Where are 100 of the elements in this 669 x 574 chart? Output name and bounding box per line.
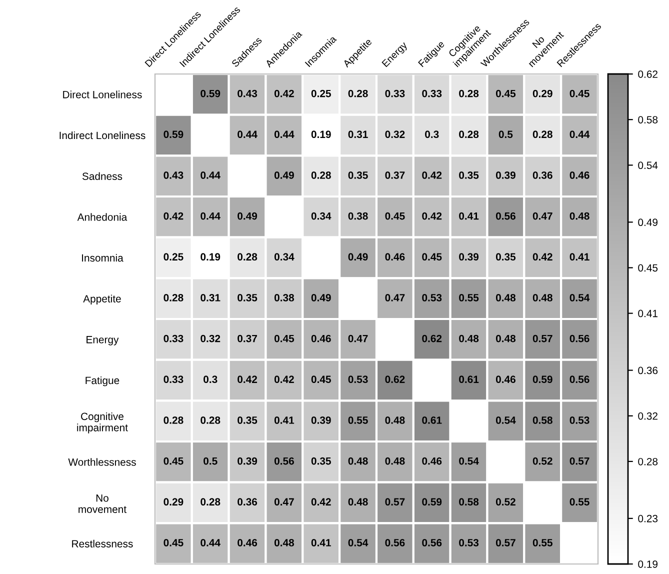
data-label: 0.45 <box>164 539 184 546</box>
data-label: 0.42 <box>532 253 552 261</box>
data-label: 0.59 <box>422 498 442 506</box>
data-label: 0.25 <box>164 253 184 261</box>
data-label: 0.52 <box>496 498 516 506</box>
data-label: 0.5 <box>204 457 218 465</box>
data-label: 0.37 <box>385 172 405 179</box>
data-label: 0.33 <box>164 376 184 384</box>
y-tick-label: Indirect Loneliness <box>60 131 146 140</box>
data-label: 0.55 <box>459 294 479 302</box>
data-label: 0.19 <box>311 130 331 138</box>
data-label: 0.45 <box>311 376 331 384</box>
color-bar-label: 0.54 <box>638 162 658 170</box>
y-tick-label: Fatigue <box>86 376 120 386</box>
data-label: 0.49 <box>311 294 331 302</box>
data-label: 0.34 <box>274 253 294 261</box>
data-label: 0.32 <box>385 130 405 138</box>
data-label: 0.61 <box>422 416 442 424</box>
data-label: 0.37 <box>238 334 257 342</box>
data-label: 0.54 <box>570 294 590 302</box>
data-label: 0.28 <box>459 90 479 98</box>
data-label: 0.48 <box>385 416 405 424</box>
data-label: 0.49 <box>348 253 368 261</box>
y-tick-label: Restlessness <box>72 540 133 548</box>
data-label: 0.47 <box>274 498 294 506</box>
data-label: 0.61 <box>459 376 479 384</box>
y-tick-label: Worthlessness <box>68 458 136 466</box>
data-label: 0.28 <box>348 90 368 98</box>
data-label: 0.57 <box>570 457 590 465</box>
data-label: 0.36 <box>238 498 258 506</box>
data-label: 0.58 <box>459 498 479 506</box>
data-label: 0.28 <box>200 416 220 424</box>
data-label: 0.41 <box>459 212 479 220</box>
data-label: 0.33 <box>422 90 442 98</box>
data-label: 0.35 <box>311 457 331 465</box>
data-label: 0.56 <box>385 539 405 546</box>
data-label: 0.56 <box>570 334 590 342</box>
data-label: 0.42 <box>238 376 258 384</box>
data-label: 0.48 <box>532 294 552 302</box>
data-label: 0.42 <box>311 498 331 506</box>
data-label: 0.44 <box>274 130 294 138</box>
data-label: 0.33 <box>164 334 184 342</box>
data-label: 0.57 <box>496 539 516 546</box>
data-label: 0.57 <box>385 498 405 506</box>
data-label: 0.53 <box>422 294 442 302</box>
data-label: 0.48 <box>496 334 516 342</box>
data-label: 0.49 <box>274 172 294 179</box>
y-tick-label: Anhedonia <box>77 213 128 221</box>
data-label: 0.54 <box>459 457 479 465</box>
data-label: 0.35 <box>496 253 516 261</box>
y-tick-label: No movement <box>78 494 126 513</box>
data-label: 0.58 <box>532 416 552 424</box>
data-label: 0.48 <box>348 457 368 465</box>
data-label: 0.56 <box>570 376 590 384</box>
data-label: 0.42 <box>164 212 184 220</box>
data-label: 0.29 <box>532 90 552 98</box>
color-bar-label: 0.19 <box>638 560 658 568</box>
data-label: 0.28 <box>532 130 552 138</box>
y-tick-label: Cognitive impairment <box>77 412 128 434</box>
y-tick-label: Energy <box>86 336 119 346</box>
data-label: 0.5 <box>498 130 513 138</box>
data-label: 0.47 <box>532 212 552 220</box>
data-label: 0.45 <box>274 334 294 342</box>
color-bar-label: 0.36 <box>638 366 658 374</box>
data-label: 0.46 <box>496 376 516 384</box>
data-label: 0.47 <box>348 334 368 342</box>
data-label: 0.29 <box>164 498 184 506</box>
data-label: 0.59 <box>164 130 184 138</box>
color-bar-label: 0.41 <box>638 310 658 318</box>
data-label: 0.3 <box>204 376 218 384</box>
data-label: 0.28 <box>238 253 258 261</box>
color-bar-label: 0.62 <box>638 70 658 78</box>
data-label: 0.43 <box>238 90 258 98</box>
data-label: 0.28 <box>164 416 184 424</box>
data-label: 0.28 <box>311 172 331 179</box>
data-label: 0.46 <box>385 253 405 261</box>
data-label: 0.46 <box>238 539 258 546</box>
data-label: 0.38 <box>274 294 294 302</box>
data-label: 0.39 <box>459 253 479 261</box>
data-label: 0.62 <box>385 376 405 384</box>
y-tick-label: Insomnia <box>82 254 124 262</box>
data-label: 0.45 <box>570 90 590 98</box>
data-label: 0.46 <box>422 457 442 465</box>
data-label: 0.48 <box>570 212 590 220</box>
data-label: 0.52 <box>532 457 552 465</box>
color-bar-label: 0.23 <box>638 514 658 522</box>
data-label: 0.42 <box>274 376 294 384</box>
data-label: 0.38 <box>348 212 368 220</box>
data-label: 0.45 <box>422 253 442 261</box>
data-label: 0.47 <box>385 294 405 302</box>
data-label: 0.53 <box>459 539 479 546</box>
data-label: 0.54 <box>348 539 368 546</box>
data-label: 0.49 <box>238 212 258 220</box>
color-bar-label: 0.45 <box>638 264 658 272</box>
data-label: 0.57 <box>532 334 552 342</box>
data-label: 0.56 <box>274 457 294 465</box>
data-label: 0.45 <box>164 457 184 465</box>
data-label: 0.56 <box>422 539 442 546</box>
data-label: 0.39 <box>496 172 516 179</box>
data-label: 0.62 <box>422 334 442 342</box>
